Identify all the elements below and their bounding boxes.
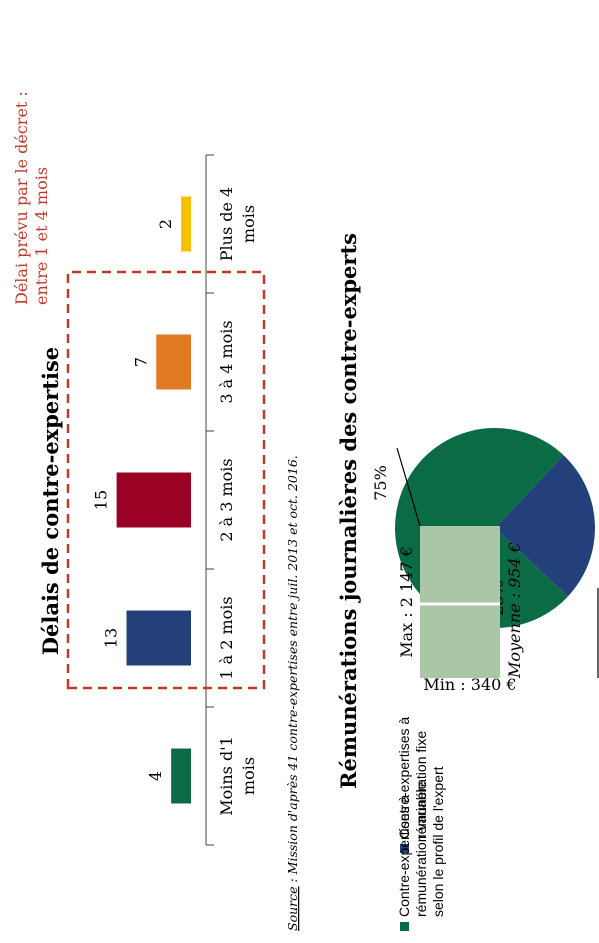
bar-value-label: 15 [92,490,111,510]
bar-value-label: 7 [131,357,150,367]
pie-chart-title: Rémunérations journalières des contre-ex… [336,233,361,789]
category-label: 2 à 3 mois [217,458,236,541]
bar-chart-title: Délais de contre-expertise [38,347,63,655]
source-prefix: Source [285,886,300,931]
legend-entry: Contre-expertises àrémunération variable… [396,766,446,917]
legend-entry: Contre-expertises àrémunération fixe [396,717,429,839]
category-label: Plus de 4 mois [217,187,258,261]
bar-moins-d-1-mois [171,748,192,804]
category-label: Moins d'1 mois [217,736,258,816]
bar-chart: 4 13 15 7 2 [92,196,192,804]
decree-annotation: Délai prévu par le décret : entre 1 et 4… [12,86,51,305]
legend-swatch [400,844,409,853]
pie-label-variable: 75% [371,465,390,501]
bar-value-label: 2 [156,219,175,229]
category-ticks [206,154,214,846]
source-text: : Mission d'après 41 contre-expertises e… [285,455,300,886]
breakdown-bar: Max : 2 147 € Moyenne : 954 €Min : 340 € [396,447,599,694]
bar-value-label: 13 [102,628,121,648]
breakdown-max-label: Max : 2 147 € [397,546,416,658]
source-note: Source : Mission d'après 41 contre-exper… [285,455,300,931]
bar-2-a-3-mois [116,472,191,528]
category-labels: Moins d'1 mois 1 à 2 mois 2 à 3 mois 3 à 4 m… [217,187,258,816]
breakdown-range-bar [420,526,500,678]
breakdown-min-label: Min : 340 € [423,675,516,694]
bar-1-a-2-mois [126,610,191,666]
legend: Contre-expertises àrémunération fixeCont… [396,717,446,931]
connector-top [396,447,421,527]
breakdown-mean-label: Moyenne : 954 € [505,542,524,679]
decree-period-box [66,270,266,690]
bar-3-a-4-mois [156,334,191,390]
pie-slice-fixed [495,455,595,597]
bar-value-label: 4 [146,771,165,781]
legend-swatch [400,922,409,931]
category-label: 1 à 2 mois [217,596,236,679]
bar-plus-de-4-mois [181,196,192,252]
category-label: 3 à 4 mois [217,320,236,403]
